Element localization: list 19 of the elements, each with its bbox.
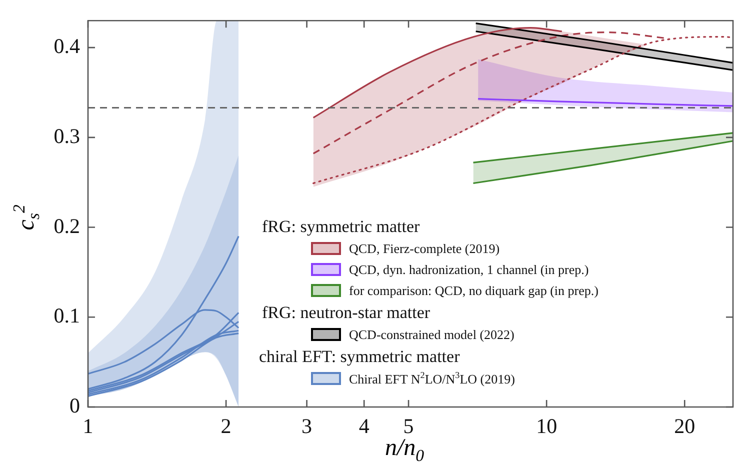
x-tick-label: 4 [358,414,370,438]
legend-label: QCD-constrained model (2022) [349,326,514,342]
legend-label: for comparison: QCD, no diquark gap (in prep.) [349,282,598,298]
x-tick-label: 3 [302,414,312,438]
y-tick-label: 0 [70,394,80,418]
legend-label: Chiral EFT N$^{2}$LO/N$^{3}$LO (2019) [349,370,515,388]
x-tick-label: 20 [674,414,696,438]
legend-label: QCD, dyn. hadronization, 1 channel (in prep.) [349,262,589,278]
y-tick-label: 0.4 [54,34,80,58]
x-tick-label: 2 [220,414,232,438]
annotation: chiral EFT: symmetric matter [259,346,461,368]
annotation: fRG: symmetric matter [262,216,421,238]
x-tick-label: 1 [82,414,94,438]
y-tick-label: 0.1 [54,304,80,328]
legend-label: QCD, Fierz-complete (2019) [349,240,500,256]
y-tick-label: 0.3 [54,124,80,148]
annotation: fRG: neutron-star matter [262,302,432,324]
y-tick-label: 0.2 [54,214,80,238]
x-tick-label: 10 [536,414,558,438]
